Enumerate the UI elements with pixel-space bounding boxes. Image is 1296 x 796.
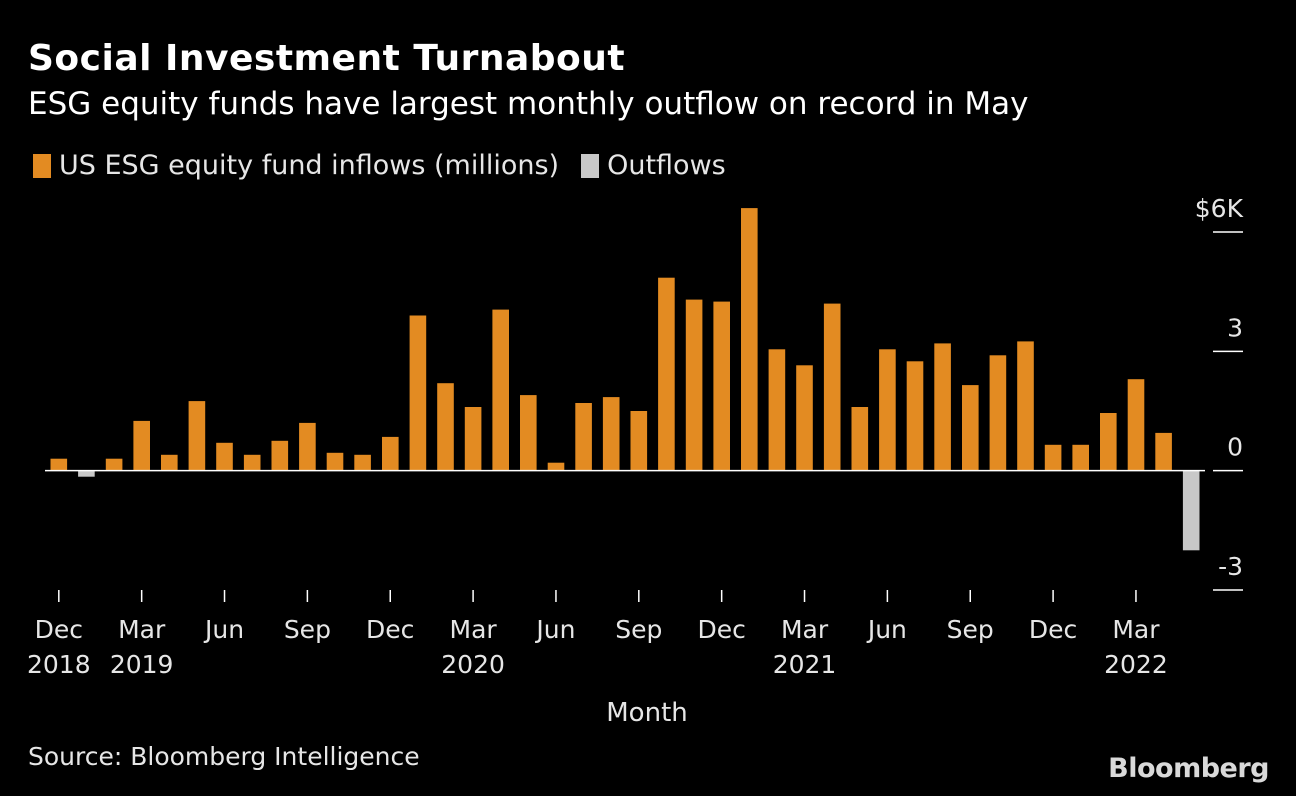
bar-2019-10 <box>326 452 344 471</box>
bar-2021-08 <box>934 343 951 471</box>
bar-2019-03 <box>133 420 150 471</box>
bar-2019-12 <box>382 436 399 471</box>
x-tick-label-month: Dec <box>35 615 83 644</box>
chart-legend: US ESG equity fund inflows (millions) Ou… <box>33 150 748 181</box>
bar-2022-01 <box>1072 444 1089 471</box>
bar-2020-03 <box>464 407 482 471</box>
x-tick-label-month: Sep <box>284 615 331 644</box>
chart-subtitle: ESG equity funds have largest monthly ou… <box>28 86 1029 122</box>
x-axis-title: Month <box>606 698 688 728</box>
source-note: Source: Bloomberg Intelligence <box>28 742 420 771</box>
bar-2019-09 <box>299 422 316 471</box>
bar-2022-04 <box>1155 432 1172 471</box>
x-tick-label-month: Dec <box>366 615 414 644</box>
bar-2019-06 <box>216 442 233 471</box>
x-tick-label-month: Mar <box>1112 615 1160 644</box>
bar-2018-12 <box>50 458 68 471</box>
bar-2021-07 <box>906 361 924 471</box>
bar-2020-01 <box>409 315 427 471</box>
x-tick-label-year: 2018 <box>27 650 91 679</box>
x-tick-label-year: 2020 <box>441 650 505 679</box>
bar-2021-05 <box>851 407 869 471</box>
bar-2019-07 <box>243 454 261 471</box>
bar-2020-12 <box>713 301 730 471</box>
x-tick-label-month: Mar <box>450 615 498 644</box>
x-tick-label-year: 2022 <box>1104 650 1168 679</box>
bar-2021-04 <box>823 303 841 471</box>
bar-2021-12 <box>1044 444 1062 471</box>
bar-2019-01 <box>78 470 95 477</box>
bar-2020-05 <box>520 395 537 471</box>
bar-2021-06 <box>879 349 896 471</box>
bar-2020-10 <box>658 277 675 471</box>
bar-2020-07 <box>575 403 592 471</box>
x-tick-label-month: Dec <box>1029 615 1077 644</box>
bar-2019-04 <box>161 454 178 471</box>
bar-2021-09 <box>962 385 979 471</box>
bar-2021-01 <box>741 208 758 471</box>
bar-2020-08 <box>602 397 620 471</box>
x-tick-label-year: 2019 <box>110 650 174 679</box>
bar-2020-06 <box>547 462 565 471</box>
x-tick-label-month: Mar <box>781 615 829 644</box>
bar-2022-05 <box>1182 470 1200 551</box>
bar-2022-03 <box>1127 379 1145 471</box>
chart-title: Social Investment Turnabout <box>28 38 626 79</box>
legend-label-inflows: US ESG equity fund inflows (millions) <box>59 150 560 181</box>
legend-label-outflows: Outflows <box>607 150 726 181</box>
x-tick-label-month: Mar <box>118 615 166 644</box>
x-tick-label-year: 2021 <box>773 650 837 679</box>
legend-item-outflows: Outflows <box>581 150 726 181</box>
bar-2021-10 <box>989 355 1007 471</box>
legend-swatch-inflows <box>33 153 51 178</box>
y-tick-label: 3 <box>1227 313 1243 342</box>
y-tick-label: -3 <box>1218 552 1243 581</box>
legend-swatch-outflows <box>581 153 600 178</box>
y-tick-label: 0 <box>1227 433 1243 462</box>
bar-2021-11 <box>1017 341 1034 471</box>
bar-2020-09 <box>630 411 648 471</box>
bar-2019-05 <box>188 401 206 471</box>
bar-2020-04 <box>492 309 509 471</box>
y-tick-label: $6K <box>1195 194 1244 223</box>
x-tick-label-month: Jun <box>866 615 907 644</box>
bar-2021-02 <box>768 349 786 471</box>
bar-2019-08 <box>271 440 289 471</box>
bar-2022-02 <box>1100 413 1117 471</box>
bar-2019-02 <box>105 458 123 471</box>
legend-item-inflows: US ESG equity fund inflows (millions) <box>33 150 559 181</box>
bar-2021-03 <box>796 365 813 471</box>
bar-2020-02 <box>437 383 454 471</box>
x-tick-label-month: Jun <box>203 615 244 644</box>
bar-2019-11 <box>354 454 371 471</box>
x-tick-label-month: Sep <box>615 615 662 644</box>
bloomberg-logo: Bloomberg <box>1108 753 1269 784</box>
bar-2020-11 <box>685 299 703 471</box>
x-tick-label-month: Jun <box>534 615 575 644</box>
x-tick-label-month: Sep <box>947 615 994 644</box>
x-tick-label-month: Dec <box>697 615 745 644</box>
